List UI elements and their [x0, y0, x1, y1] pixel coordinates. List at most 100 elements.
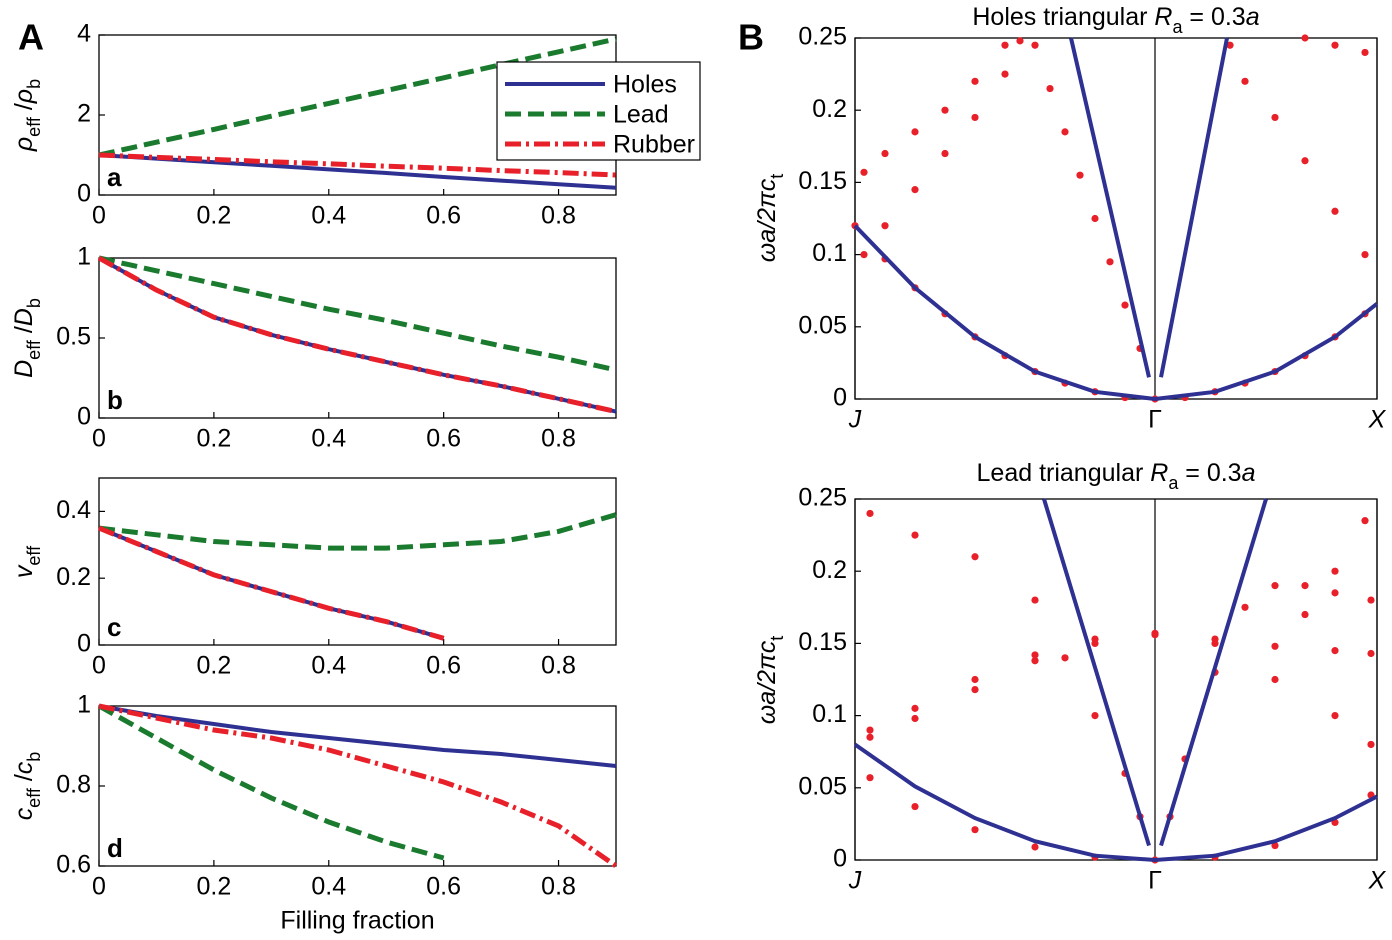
label-part: eff	[24, 787, 44, 808]
x-tick-label: Γ	[1148, 867, 1162, 895]
x-axis-label: Filling fraction	[280, 907, 434, 935]
x-tick-label: 0.8	[541, 202, 576, 230]
y-tick-label: 0.25	[798, 23, 847, 51]
label-part: c	[10, 807, 38, 820]
label-part: /	[10, 774, 38, 788]
x-tick-label: 0	[92, 652, 106, 680]
data-point	[860, 168, 868, 176]
data-point	[1331, 647, 1339, 655]
data-line	[1159, 498, 1268, 847]
label-part: Lead triangular	[977, 459, 1151, 487]
y-tick-label: 0.25	[798, 484, 847, 512]
y-tick-label: 0.8	[56, 771, 91, 799]
data-point	[911, 531, 919, 539]
label-part: R	[1154, 3, 1172, 31]
data-point	[971, 113, 979, 122]
data-line	[98, 703, 618, 869]
y-tick-label: 2	[77, 100, 91, 128]
data-point	[1001, 41, 1009, 49]
data-point	[1211, 639, 1219, 648]
y-tick-label: 0	[833, 384, 847, 412]
data-point	[1046, 84, 1054, 93]
data-point	[971, 553, 979, 561]
x-tick-label: 0.8	[541, 652, 576, 680]
data-point	[1031, 41, 1039, 49]
x-tick-label: 0	[92, 202, 106, 230]
y-tick-label: 0	[77, 403, 91, 431]
data-point	[1091, 712, 1099, 720]
label-part: a	[1242, 459, 1256, 487]
y-tick-label: 4	[77, 20, 91, 48]
data-line	[98, 36, 617, 158]
figure-label: A	[18, 17, 44, 58]
data-point	[1031, 657, 1039, 665]
y-axis-label: ωa/2πct	[753, 174, 787, 263]
y-axis-label: ρeff /ρb	[10, 79, 44, 152]
data-point	[1301, 157, 1309, 165]
y-tick-label: 0.05	[798, 772, 847, 800]
data-point	[1121, 301, 1129, 309]
x-tick-label: 0.2	[197, 873, 232, 901]
y-tick-label: 0	[77, 630, 91, 658]
x-tick-label: J	[848, 406, 862, 434]
data-point	[1301, 34, 1309, 42]
y-tick-label: 0.05	[798, 311, 847, 339]
label-part: b	[24, 298, 44, 308]
y-tick-label: 1	[77, 243, 91, 271]
legend-label: Lead	[613, 101, 669, 129]
data-point	[1367, 740, 1375, 749]
data-point	[1331, 589, 1339, 597]
data-point	[911, 186, 919, 194]
data-point	[1271, 582, 1279, 590]
label-part: /	[10, 103, 38, 117]
data-line	[98, 153, 617, 190]
x-tick-label: Γ	[1148, 406, 1162, 434]
data-point	[1331, 207, 1339, 215]
figure-label: B	[738, 17, 764, 58]
data-point	[941, 149, 949, 158]
label-part: = 0.3	[1178, 459, 1241, 487]
y-tick-label: 0.2	[812, 556, 847, 584]
y-tick-label: 0.1	[812, 239, 847, 267]
label-part: a	[1172, 17, 1183, 37]
data-line	[1042, 498, 1151, 847]
data-line	[98, 525, 445, 641]
data-point	[971, 77, 979, 85]
label-part: a	[1246, 3, 1260, 31]
y-axis-label: ωa/2πct	[753, 636, 787, 725]
y-tick-label: 0	[833, 845, 847, 873]
data-point	[1091, 639, 1099, 648]
data-point	[1031, 651, 1039, 659]
y-tick-label: 0	[77, 180, 91, 208]
data-point	[1001, 70, 1009, 78]
data-point	[1331, 41, 1339, 49]
data-point	[866, 774, 874, 782]
panel-label: c	[107, 612, 121, 642]
panel-label: d	[107, 833, 123, 863]
panel-label: b	[107, 385, 123, 415]
data-point	[1106, 258, 1114, 266]
data-point	[1367, 649, 1375, 658]
x-tick-label: 0	[92, 425, 106, 453]
x-tick-label: 0.4	[311, 425, 346, 453]
data-point	[1361, 251, 1369, 259]
data-point	[1061, 654, 1069, 662]
y-tick-label: 0.2	[56, 563, 91, 591]
data-point	[911, 704, 919, 712]
label-part: ωa/2πc	[753, 640, 781, 724]
data-point	[911, 714, 919, 723]
x-tick-label: 0.2	[197, 202, 232, 230]
label-part: t	[767, 636, 787, 641]
data-line	[1159, 37, 1229, 378]
x-tick-label: 0.2	[197, 652, 232, 680]
label-part: a	[1168, 473, 1179, 493]
data-point	[866, 733, 874, 741]
data-point	[1361, 517, 1369, 525]
plot-frame	[854, 498, 1378, 861]
label-part: ωa/2πc	[753, 178, 781, 262]
data-point	[1361, 48, 1369, 57]
x-tick-label: J	[848, 867, 862, 895]
data-point	[971, 686, 979, 694]
data-point	[1271, 642, 1279, 650]
y-tick-label: 0.4	[56, 496, 91, 524]
